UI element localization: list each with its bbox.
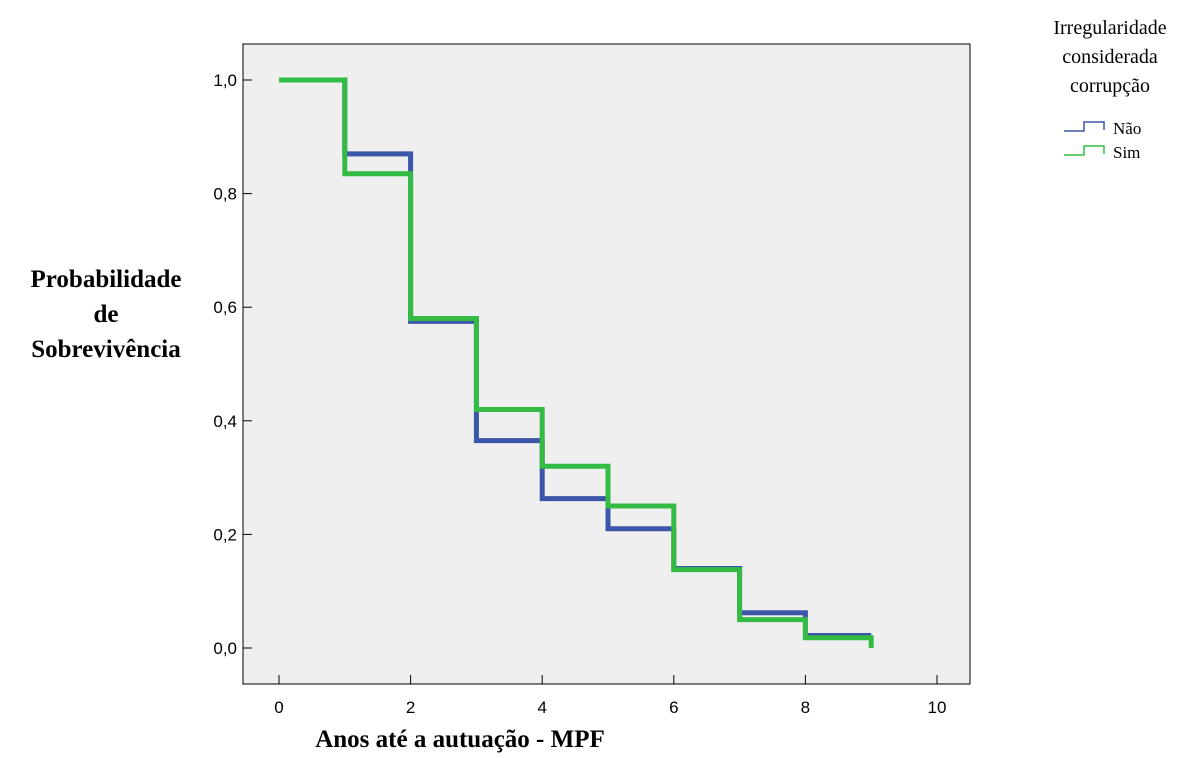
legend-item: Sim	[1064, 143, 1140, 162]
series-layer	[279, 77, 874, 648]
x-tick-label: 6	[669, 698, 678, 717]
x-tick-label: 8	[801, 698, 810, 717]
y-axis: 0,0 0,2 0,4 0,6 0,8 1,0	[213, 71, 252, 658]
legend-title-line-3: corrupção	[1070, 75, 1150, 97]
plot-area	[242, 43, 971, 685]
legend-title-line-1: Irregularidade	[1053, 17, 1166, 39]
x-tick-label: 0	[274, 698, 283, 717]
y-tick-label: 0,2	[213, 525, 237, 544]
y-axis-title-line-3: Sobrevivência	[31, 336, 181, 363]
legend-label: Sim	[1113, 143, 1140, 162]
y-axis-title-line-1: Probabilidade	[31, 266, 182, 293]
x-tick-label: 4	[537, 698, 546, 717]
x-axis-title: Anos até a autuação - MPF	[315, 726, 605, 753]
legend-item: Não	[1064, 119, 1141, 138]
series-line-sim	[279, 77, 874, 648]
series-line-n-o	[279, 77, 872, 639]
y-tick-label: 0,8	[213, 185, 237, 204]
y-tick-label: 0,6	[213, 298, 237, 317]
x-tick-label: 10	[928, 698, 947, 717]
legend: Irregularidade considerada corrupção Não…	[1053, 17, 1166, 162]
y-tick-label: 0,0	[213, 639, 237, 658]
legend-swatch	[1064, 145, 1105, 156]
y-axis-title: Probabilidade de Sobrevivência	[31, 266, 182, 363]
y-tick-label: 0,4	[213, 412, 237, 431]
x-axis: 0 2 4 6 8 10	[274, 675, 946, 717]
legend-swatch	[1064, 121, 1105, 132]
y-axis-title-line-2: de	[94, 301, 119, 328]
y-tick-label: 1,0	[213, 71, 237, 90]
legend-label: Não	[1113, 119, 1141, 138]
legend-title-line-2: considerada	[1062, 46, 1158, 68]
x-tick-label: 2	[406, 698, 415, 717]
